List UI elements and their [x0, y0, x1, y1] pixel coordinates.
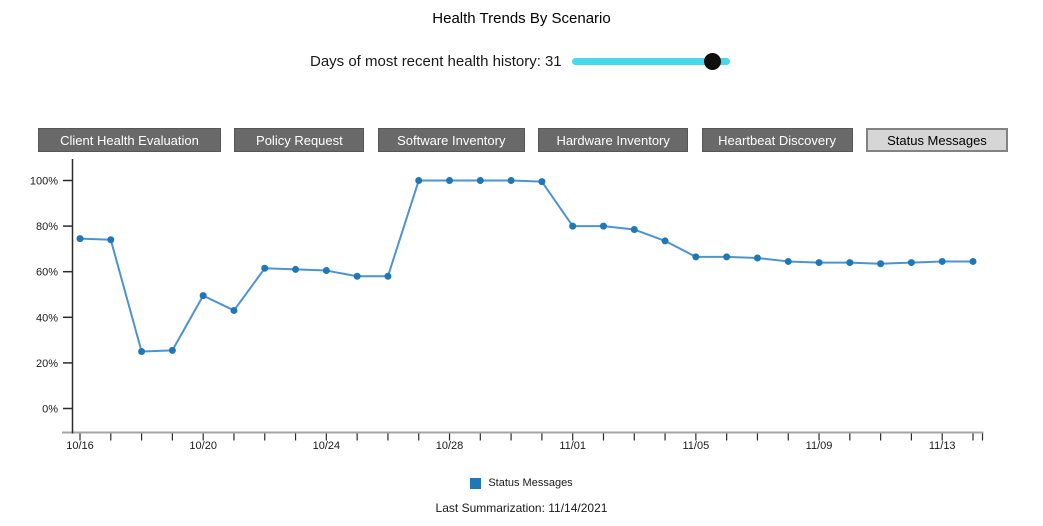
svg-text:100%: 100%: [30, 176, 58, 188]
tab-heartbeat-discovery[interactable]: Heartbeat Discovery: [701, 128, 853, 152]
history-days-control: Days of most recent health history: 31: [310, 50, 730, 72]
history-days-value: 31: [544, 52, 562, 70]
svg-text:0%: 0%: [42, 404, 58, 416]
svg-text:11/09: 11/09: [806, 440, 833, 452]
svg-text:10/28: 10/28: [436, 440, 464, 452]
svg-text:20%: 20%: [36, 358, 58, 370]
tab-policy-request[interactable]: Policy Request: [234, 128, 365, 152]
tab-client-health-evaluation[interactable]: Client Health Evaluation: [38, 128, 221, 152]
chart-legend: Status Messages: [0, 477, 1043, 489]
svg-text:11/13: 11/13: [929, 440, 956, 452]
scenario-tab-bar: Client Health Evaluation Policy Request …: [38, 128, 1008, 152]
history-days-slider-track[interactable]: [571, 52, 730, 70]
history-days-label: Days of most recent health history:: [310, 52, 541, 70]
history-days-slider-thumb[interactable]: [703, 52, 721, 70]
svg-text:10/24: 10/24: [313, 440, 341, 452]
svg-text:11/01: 11/01: [559, 440, 586, 452]
svg-text:80%: 80%: [36, 221, 58, 233]
tab-software-inventory[interactable]: Software Inventory: [377, 128, 525, 152]
tab-hardware-inventory[interactable]: Hardware Inventory: [538, 128, 689, 152]
svg-text:10/16: 10/16: [66, 440, 94, 452]
svg-text:10/20: 10/20: [189, 440, 217, 452]
svg-text:11/05: 11/05: [683, 440, 710, 452]
health-trend-chart: 0% 20% 40% 60% 80% 100% 10/16 10/20 10/24 10/28 11…: [30, 159, 984, 452]
last-summarization-text: Last Summarization: 11/14/2021: [435, 501, 608, 515]
tab-status-messages[interactable]: Status Messages: [865, 128, 1008, 152]
legend-label: Status Messages: [488, 477, 573, 489]
legend-swatch: [470, 477, 482, 489]
svg-text:40%: 40%: [36, 312, 58, 324]
svg-text:60%: 60%: [36, 267, 58, 279]
page-title: Health Trends By Scenario: [432, 10, 611, 27]
